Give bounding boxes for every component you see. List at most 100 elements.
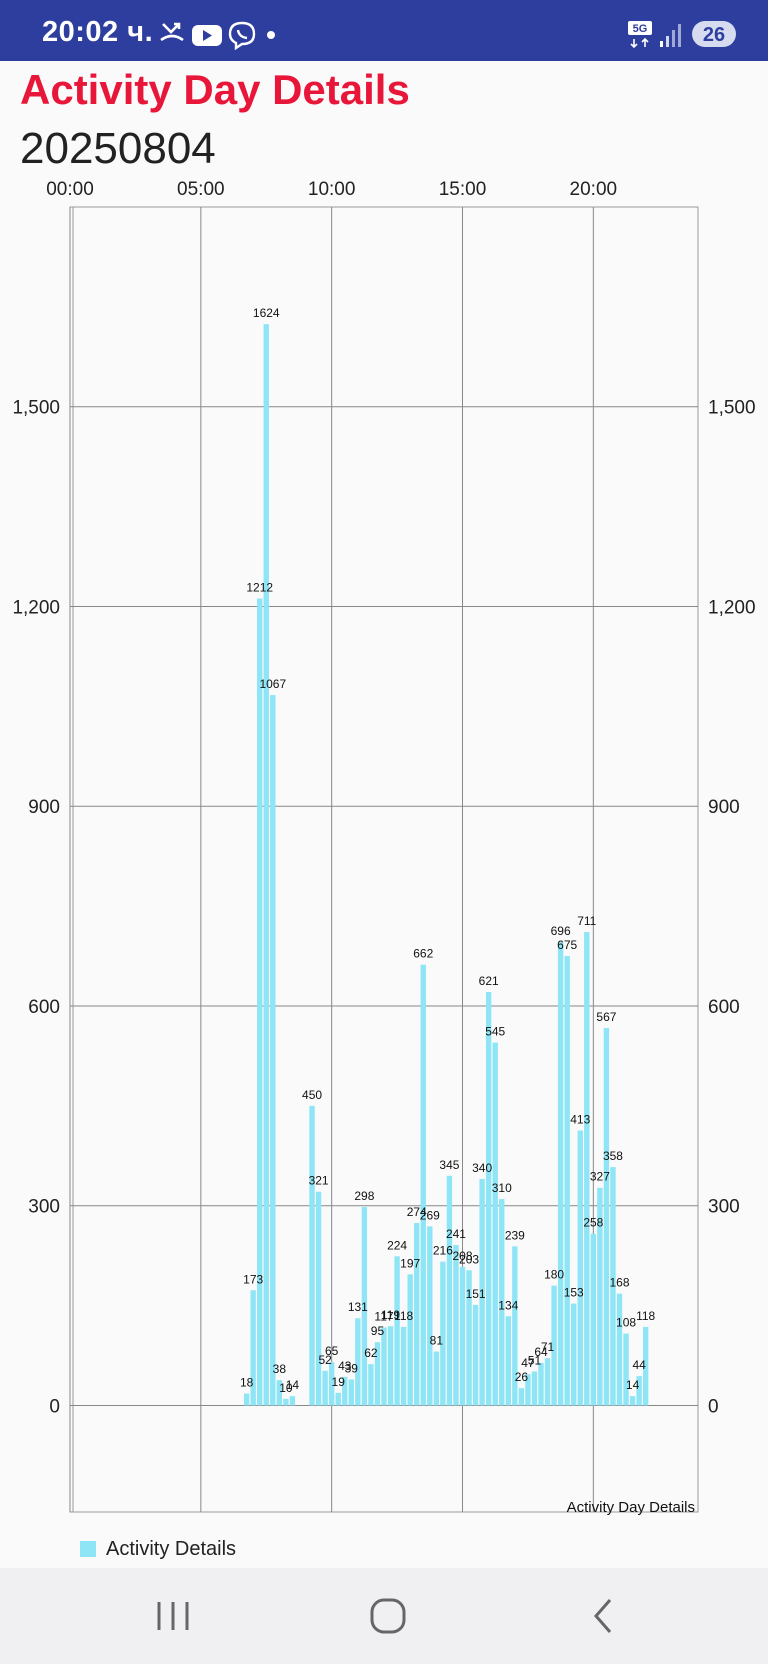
y-tick-label-left: 1,500 bbox=[12, 398, 60, 419]
bar bbox=[309, 1105, 315, 1406]
bar-value-label: 258 bbox=[583, 1216, 603, 1230]
bar bbox=[289, 1396, 296, 1406]
bar-value-label: 675 bbox=[557, 938, 577, 952]
bar bbox=[571, 1303, 577, 1406]
viber-icon bbox=[228, 21, 256, 50]
home-icon[interactable] bbox=[362, 1590, 414, 1642]
bar-value-label: 44 bbox=[632, 1358, 646, 1372]
bar-value-label: 567 bbox=[596, 1010, 616, 1024]
bar-value-label: 168 bbox=[609, 1276, 629, 1290]
bar bbox=[328, 1362, 335, 1406]
bar-value-label: 274 bbox=[407, 1205, 427, 1219]
bar-value-label: 26 bbox=[515, 1370, 529, 1384]
bar-value-label: 711 bbox=[577, 914, 596, 928]
y-tick-label-right: 600 bbox=[708, 997, 740, 1018]
bar bbox=[472, 1304, 479, 1406]
bar-value-label: 208 bbox=[452, 1249, 472, 1263]
bar bbox=[584, 932, 590, 1406]
y-tick-label-right: 1,500 bbox=[708, 398, 756, 419]
navigation-bar bbox=[0, 1568, 768, 1664]
status-notification-icons bbox=[160, 21, 275, 50]
recent-apps-icon[interactable] bbox=[147, 1590, 199, 1642]
network-5g-icon: 5G bbox=[628, 21, 652, 49]
bar-value-label: 134 bbox=[498, 1298, 518, 1312]
back-icon[interactable] bbox=[578, 1590, 630, 1642]
y-tick-label-left: 900 bbox=[28, 797, 60, 818]
bar bbox=[577, 1130, 583, 1406]
bar bbox=[348, 1379, 354, 1406]
y-tick-label-left: 600 bbox=[28, 997, 60, 1018]
bar-value-label: 65 bbox=[325, 1344, 339, 1358]
bar-value-label: 118 bbox=[394, 1309, 413, 1323]
y-tick-label-left: 300 bbox=[28, 1197, 60, 1218]
bar-value-label: 95 bbox=[371, 1324, 385, 1338]
bar bbox=[315, 1191, 322, 1406]
bar bbox=[381, 1327, 387, 1406]
bar-value-label: 224 bbox=[387, 1238, 407, 1252]
signal-icon bbox=[660, 24, 681, 47]
bar-value-label: 14 bbox=[286, 1378, 300, 1392]
page-date: 20250804 bbox=[20, 124, 216, 173]
bar bbox=[270, 695, 276, 1406]
bar-value-label: 173 bbox=[243, 1272, 263, 1286]
bar bbox=[623, 1333, 629, 1406]
bar bbox=[597, 1187, 603, 1406]
bar bbox=[453, 1245, 459, 1406]
bar bbox=[335, 1392, 341, 1406]
bar bbox=[459, 1266, 466, 1406]
youtube-icon bbox=[192, 25, 222, 46]
bar bbox=[400, 1326, 407, 1406]
missed-call-icon bbox=[160, 22, 184, 42]
bar bbox=[263, 324, 269, 1406]
bar-value-label: 52 bbox=[318, 1353, 332, 1367]
network-label: 5G bbox=[633, 23, 648, 35]
battery-icon: 26 bbox=[692, 21, 736, 47]
bar bbox=[616, 1293, 623, 1406]
bar bbox=[407, 1274, 413, 1406]
bar bbox=[505, 1316, 511, 1406]
bar bbox=[440, 1261, 446, 1406]
y-tick-label-right: 900 bbox=[708, 797, 740, 818]
bar bbox=[544, 1358, 551, 1406]
bar bbox=[276, 1380, 283, 1406]
y-tick-label-left: 1,200 bbox=[12, 597, 60, 618]
bar bbox=[355, 1318, 361, 1406]
bar-value-label: 216 bbox=[433, 1244, 453, 1258]
bar bbox=[420, 964, 426, 1406]
bar bbox=[368, 1364, 374, 1406]
bar-value-label: 241 bbox=[446, 1227, 466, 1241]
bar bbox=[610, 1167, 616, 1406]
bar-value-label: 51 bbox=[528, 1354, 542, 1368]
bar-value-label: 153 bbox=[564, 1286, 584, 1300]
bar-value-label: 327 bbox=[590, 1170, 610, 1184]
x-tick-label: 20:00 bbox=[570, 179, 618, 200]
bar-value-label: 1067 bbox=[259, 677, 286, 691]
chart-description: Activity Day Details bbox=[567, 1499, 695, 1516]
battery-level: 26 bbox=[703, 24, 725, 46]
bar bbox=[538, 1362, 544, 1406]
bar-value-label: 358 bbox=[603, 1149, 623, 1163]
bar bbox=[629, 1396, 636, 1406]
bar-value-label: 545 bbox=[485, 1025, 505, 1039]
bar bbox=[250, 1290, 256, 1406]
bar bbox=[414, 1223, 420, 1406]
status-system-icons: 5G 26 bbox=[628, 21, 736, 49]
bar-value-label: 131 bbox=[348, 1300, 368, 1314]
bar-value-label: 117 bbox=[374, 1310, 393, 1324]
bar-value-label: 662 bbox=[413, 947, 433, 961]
bar-value-label: 10 bbox=[279, 1381, 293, 1395]
bar-value-label: 413 bbox=[570, 1112, 590, 1126]
bar bbox=[531, 1371, 538, 1406]
bar bbox=[387, 1326, 394, 1406]
bar bbox=[564, 956, 570, 1406]
bar bbox=[636, 1376, 642, 1406]
bar-value-label: 239 bbox=[505, 1228, 525, 1242]
bar-value-label: 345 bbox=[439, 1158, 459, 1172]
bar bbox=[361, 1207, 368, 1406]
bar-value-label: 1624 bbox=[253, 306, 280, 320]
bar bbox=[557, 942, 564, 1406]
bar-value-label: 38 bbox=[273, 1362, 287, 1376]
dot-icon bbox=[267, 31, 275, 39]
bar-value-label: 298 bbox=[354, 1189, 374, 1203]
bar-value-label: 14 bbox=[626, 1378, 640, 1392]
